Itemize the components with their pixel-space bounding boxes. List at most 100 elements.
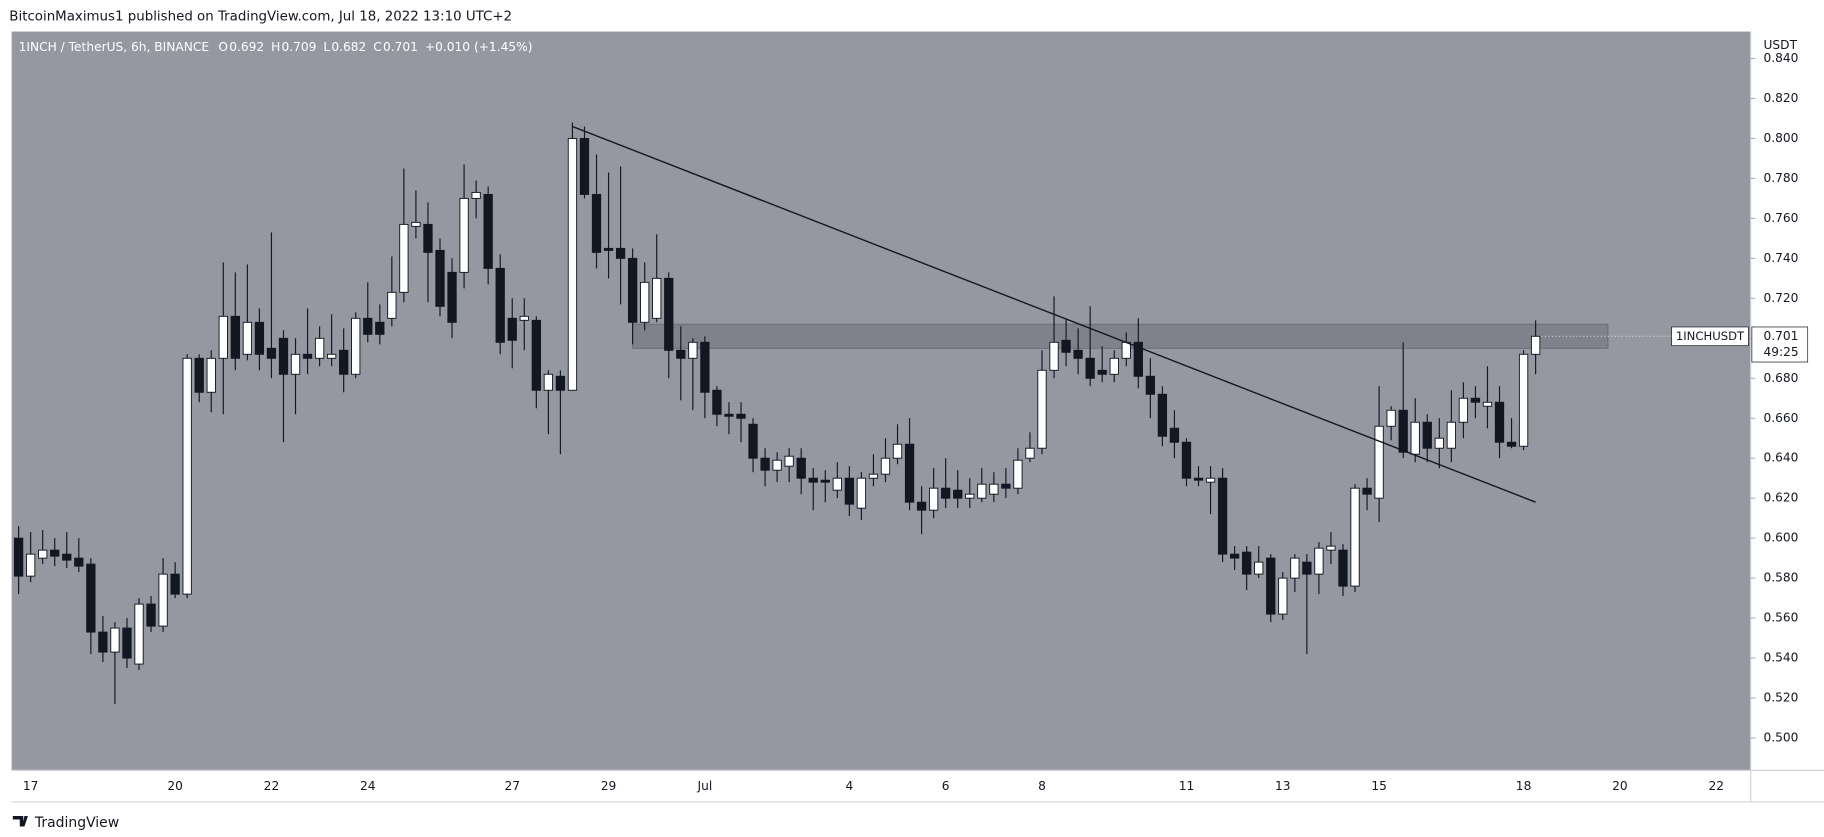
candle-body xyxy=(1410,421,1420,455)
symbol-title: 1INCH / TetherUS, 6h, BINANCE xyxy=(19,39,210,53)
candle-body xyxy=(916,501,927,511)
candle-body xyxy=(1482,401,1493,407)
candle-body xyxy=(519,315,529,321)
candle-body xyxy=(435,249,445,307)
candle-body xyxy=(1278,577,1288,615)
candle-body xyxy=(555,375,566,391)
candle-body xyxy=(664,277,674,351)
y-tick-label: 0.500 xyxy=(1764,730,1799,744)
candle-body xyxy=(880,457,891,475)
candle-body xyxy=(122,627,132,659)
x-tick-label: 11 xyxy=(1179,779,1195,793)
candle-body xyxy=(1085,357,1095,379)
symbol-tag-box xyxy=(1671,326,1749,347)
candle-body xyxy=(1073,349,1083,359)
symbol-tag: 1INCHUSDT xyxy=(1676,329,1745,343)
x-tick-label: 17 xyxy=(23,779,39,793)
candle-body xyxy=(1254,561,1264,575)
candle-body xyxy=(326,353,337,359)
candle-body xyxy=(531,319,541,391)
candle-body xyxy=(796,457,806,479)
candle-body xyxy=(953,489,963,499)
y-tick-label: 0.640 xyxy=(1764,451,1799,465)
candle-body xyxy=(242,321,253,355)
candle-body xyxy=(543,373,554,391)
candle-body xyxy=(892,443,903,459)
candle-body xyxy=(567,138,578,391)
candle-body xyxy=(459,197,469,273)
candle-body xyxy=(1314,547,1324,575)
candle-body xyxy=(640,281,650,323)
y-tick-label: 0.780 xyxy=(1764,171,1799,185)
candle-body xyxy=(627,257,638,323)
candle-body xyxy=(38,549,48,559)
candle-body xyxy=(700,341,710,393)
countdown: 49:25 xyxy=(1764,345,1799,359)
candle-body xyxy=(98,631,108,653)
y-tick-label: 0.740 xyxy=(1764,251,1799,265)
y-tick-label: 0.580 xyxy=(1764,571,1799,585)
candle-body xyxy=(170,573,180,595)
candle-body xyxy=(832,477,842,491)
candle-body xyxy=(712,389,722,415)
candle-body xyxy=(1193,477,1204,481)
y-tick-label: 0.820 xyxy=(1764,91,1799,105)
candle-body xyxy=(194,357,204,393)
candle-body xyxy=(868,473,879,479)
candle-body xyxy=(1157,393,1168,437)
y-tick-label: 0.560 xyxy=(1764,611,1799,625)
candle-body xyxy=(1506,441,1517,447)
ohlc-value: 0.692 xyxy=(229,39,264,53)
x-tick-label: 6 xyxy=(942,779,950,793)
candle-body xyxy=(724,413,734,417)
ohlc-key: O xyxy=(218,39,228,53)
brand-logo xyxy=(12,815,28,827)
candle-body xyxy=(1001,483,1011,489)
publish-header: BitcoinMaximus1 published on TradingView… xyxy=(9,9,512,24)
candle-body xyxy=(411,221,421,227)
candle-body xyxy=(13,537,24,577)
candle-body xyxy=(495,267,505,343)
x-tick-label: 4 xyxy=(845,779,853,793)
brand: TradingView xyxy=(12,815,119,831)
candle-body xyxy=(989,483,999,495)
y-axis-label: USDT xyxy=(1764,38,1798,52)
candle-body xyxy=(772,459,782,471)
candle-body xyxy=(1121,341,1131,359)
candle-body xyxy=(1109,357,1119,375)
x-tick-label: 22 xyxy=(264,779,280,793)
y-tick-label: 0.680 xyxy=(1764,371,1799,385)
candle-body xyxy=(86,563,96,633)
candle-body xyxy=(1037,369,1047,449)
candle-body xyxy=(579,138,590,195)
y-tick-label: 0.620 xyxy=(1764,491,1799,505)
candle-body xyxy=(363,317,373,335)
candle-body xyxy=(965,493,975,499)
ohlc-key: H xyxy=(271,39,280,53)
ohlc-key: L xyxy=(323,39,330,53)
candle-body xyxy=(339,349,349,375)
y-tick-label: 0.520 xyxy=(1764,691,1799,705)
candle-body xyxy=(483,193,493,269)
resistance-zone xyxy=(632,323,1609,349)
candle-body xyxy=(1374,425,1384,499)
candle-body xyxy=(1097,369,1107,375)
candle-body xyxy=(25,553,36,577)
candle-body xyxy=(904,443,915,503)
candle-body xyxy=(158,573,168,627)
y-tick-label: 0.540 xyxy=(1764,651,1799,665)
candle-body xyxy=(507,317,517,341)
candle-body xyxy=(856,477,867,509)
change: +0.010 (+1.45%) xyxy=(425,39,533,53)
plot-layer: 0.500 0.520 0.540 0.560 0.580 0.600 0.620 0.640… xyxy=(13,51,1809,793)
candle-body xyxy=(1386,409,1396,427)
candle-body xyxy=(808,477,818,483)
x-tick-label: 13 xyxy=(1275,779,1291,793)
candle-body xyxy=(1049,341,1059,371)
candle-body xyxy=(110,627,120,653)
candle-body xyxy=(62,553,72,561)
price-tag-box xyxy=(1751,326,1809,363)
candle-body xyxy=(1398,409,1408,453)
candle-body xyxy=(928,487,939,511)
